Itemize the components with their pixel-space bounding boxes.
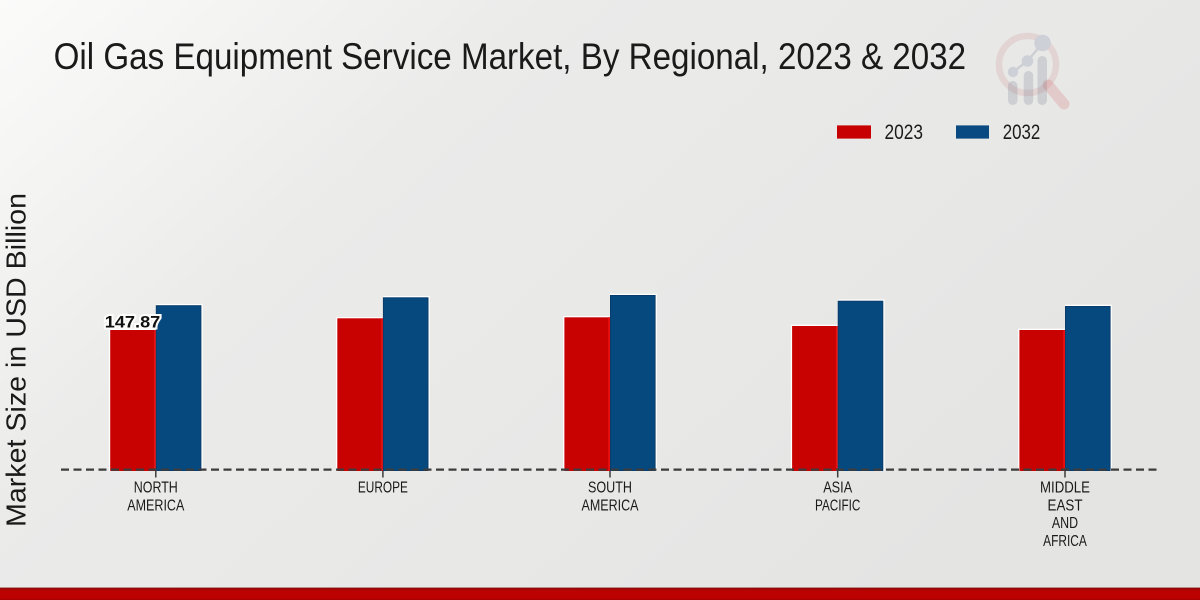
svg-text:147.87: 147.87 (105, 313, 161, 332)
svg-text:AND: AND (1052, 515, 1078, 532)
svg-text:AMERICA: AMERICA (127, 497, 185, 514)
svg-text:AMERICA: AMERICA (582, 497, 640, 514)
svg-text:2023: 2023 (885, 120, 924, 144)
svg-text:AFRICA: AFRICA (1043, 533, 1087, 550)
svg-text:NORTH: NORTH (134, 480, 178, 497)
svg-text:Oil Gas Equipment Service Mark: Oil Gas Equipment Service Market, By Reg… (54, 36, 967, 77)
svg-text:2032: 2032 (1003, 120, 1041, 144)
svg-text:EAST: EAST (1048, 497, 1083, 514)
svg-text:PACIFIC: PACIFIC (815, 497, 860, 514)
svg-text:SOUTH: SOUTH (588, 480, 632, 497)
svg-text:ASIA: ASIA (823, 480, 853, 497)
svg-text:EUROPE: EUROPE (358, 480, 408, 497)
svg-text:Market Size in USD Billion: Market Size in USD Billion (0, 193, 31, 527)
svg-text:MIDDLE: MIDDLE (1040, 480, 1090, 497)
